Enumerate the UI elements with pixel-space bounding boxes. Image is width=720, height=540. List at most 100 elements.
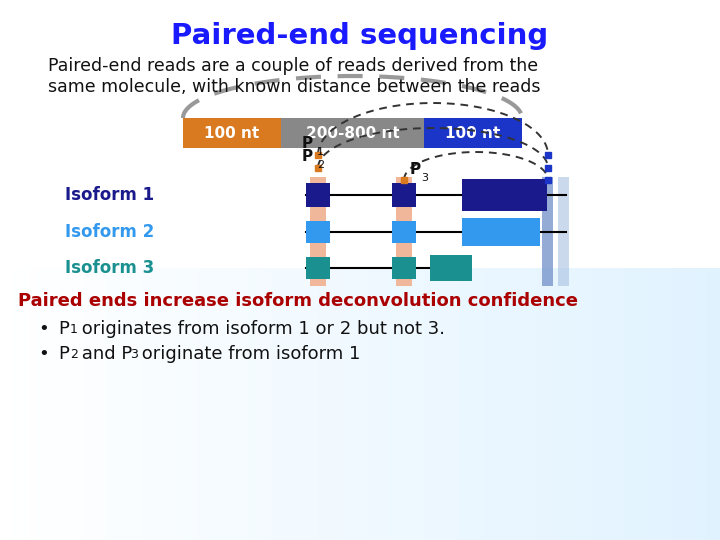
Text: Paired-end sequencing: Paired-end sequencing xyxy=(171,22,549,50)
Bar xyxy=(253,268,254,540)
Bar xyxy=(448,268,449,540)
Bar xyxy=(293,268,294,540)
Bar xyxy=(82,268,83,540)
Bar xyxy=(659,268,660,540)
Bar xyxy=(273,268,274,540)
Bar xyxy=(705,268,706,540)
Bar xyxy=(551,268,552,540)
Bar xyxy=(477,268,478,540)
Bar xyxy=(212,268,213,540)
Bar xyxy=(633,268,634,540)
Bar xyxy=(276,268,277,540)
Text: Paired-end reads are a couple of reads derived from the: Paired-end reads are a couple of reads d… xyxy=(48,57,538,75)
Bar xyxy=(257,268,258,540)
Bar xyxy=(290,268,291,540)
Text: 100 nt: 100 nt xyxy=(446,125,500,140)
Bar xyxy=(136,268,137,540)
Bar xyxy=(520,268,521,540)
Bar xyxy=(329,268,330,540)
Bar xyxy=(210,268,211,540)
Bar xyxy=(311,268,312,540)
Bar xyxy=(392,257,416,279)
Bar xyxy=(411,268,412,540)
Bar xyxy=(691,268,692,540)
Bar xyxy=(571,268,572,540)
Bar xyxy=(709,268,710,540)
Bar xyxy=(111,268,112,540)
Bar xyxy=(572,268,573,540)
Bar xyxy=(104,268,105,540)
Bar xyxy=(591,268,592,540)
Bar xyxy=(246,268,247,540)
Bar xyxy=(202,268,203,540)
Bar xyxy=(495,268,496,540)
Bar xyxy=(5,268,6,540)
Bar xyxy=(99,268,100,540)
Bar xyxy=(182,268,183,540)
Bar xyxy=(35,268,36,540)
Bar xyxy=(43,268,44,540)
Bar xyxy=(561,268,562,540)
Bar xyxy=(418,268,419,540)
Bar xyxy=(697,268,698,540)
Bar xyxy=(641,268,642,540)
Bar xyxy=(596,268,597,540)
Bar xyxy=(299,268,300,540)
Bar xyxy=(239,268,240,540)
Bar xyxy=(30,268,31,540)
Bar xyxy=(147,268,148,540)
Bar xyxy=(626,268,627,540)
Bar xyxy=(419,268,420,540)
Bar xyxy=(406,268,407,540)
Bar xyxy=(412,268,413,540)
Bar xyxy=(13,268,14,540)
Bar xyxy=(140,268,141,540)
Bar xyxy=(679,268,680,540)
Bar xyxy=(113,268,114,540)
Bar xyxy=(63,268,64,540)
Bar xyxy=(467,268,468,540)
Bar xyxy=(279,268,280,540)
Bar xyxy=(401,268,402,540)
Bar xyxy=(488,268,489,540)
Bar xyxy=(501,268,502,540)
Bar xyxy=(286,268,287,540)
Bar xyxy=(696,268,697,540)
Bar xyxy=(372,268,373,540)
Bar xyxy=(98,268,99,540)
Bar xyxy=(7,268,8,540)
Bar xyxy=(254,268,255,540)
Bar xyxy=(23,268,24,540)
Bar xyxy=(298,268,299,540)
Bar xyxy=(55,268,56,540)
Bar xyxy=(408,268,409,540)
Bar xyxy=(625,268,626,540)
Bar xyxy=(483,268,484,540)
Bar xyxy=(478,268,479,540)
Bar xyxy=(112,268,113,540)
Bar xyxy=(224,268,225,540)
Bar xyxy=(216,268,217,540)
Bar xyxy=(20,268,21,540)
Bar xyxy=(602,268,603,540)
Bar xyxy=(144,268,145,540)
Bar xyxy=(121,268,122,540)
Bar xyxy=(424,268,425,540)
Bar xyxy=(636,268,637,540)
Bar xyxy=(379,268,380,540)
Bar xyxy=(423,268,424,540)
Bar xyxy=(690,268,691,540)
Bar xyxy=(392,268,393,540)
Bar xyxy=(614,268,615,540)
Bar xyxy=(345,268,346,540)
Bar xyxy=(447,268,448,540)
Bar xyxy=(133,268,134,540)
Text: Isoform 2: Isoform 2 xyxy=(65,223,154,241)
Bar xyxy=(377,268,378,540)
Bar xyxy=(319,268,320,540)
Bar xyxy=(57,268,58,540)
Bar xyxy=(321,268,322,540)
Bar xyxy=(49,268,50,540)
Bar xyxy=(453,268,454,540)
Bar xyxy=(658,268,659,540)
